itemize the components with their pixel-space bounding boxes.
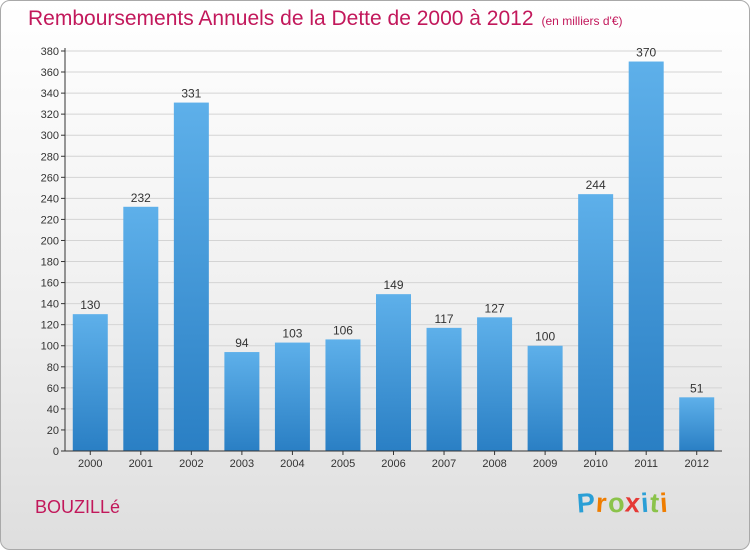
y-tick-label: 160 — [41, 278, 59, 290]
x-tick-label: 2002 — [179, 458, 203, 470]
x-tick-label: 2003 — [230, 458, 254, 470]
bar-value-label: 117 — [434, 312, 453, 326]
bars — [72, 61, 715, 452]
bar-value-label: 127 — [485, 301, 505, 315]
bar — [224, 352, 260, 451]
bar-value-label: 232 — [131, 191, 151, 205]
y-tick-label: 300 — [41, 130, 59, 142]
bar — [123, 206, 159, 451]
bar — [72, 314, 108, 451]
bar-value-label: 94 — [235, 336, 249, 350]
bar — [628, 61, 664, 452]
bar — [477, 317, 513, 451]
bar — [426, 327, 462, 451]
y-tick-label: 180 — [41, 257, 59, 269]
y-tick-label: 220 — [41, 214, 59, 226]
y-tick-label: 140 — [41, 299, 59, 311]
bar — [173, 102, 209, 451]
y-tick-label: 340 — [41, 88, 59, 100]
logo-letter: P — [575, 487, 598, 519]
bar-value-label: 130 — [80, 298, 100, 312]
bar-value-label: 100 — [535, 330, 555, 344]
bar-value-label: 370 — [636, 46, 656, 60]
bar-value-label: 244 — [586, 178, 606, 192]
y-tick-label: 60 — [47, 383, 59, 395]
y-tick-label: 280 — [41, 151, 59, 163]
y-tick-label: 100 — [41, 341, 59, 353]
x-tick-label: 2011 — [634, 458, 658, 470]
x-tick-label: 2009 — [533, 458, 557, 470]
logo-letter: i — [658, 487, 670, 519]
y-tick-label: 380 — [41, 46, 59, 58]
bar-value-label: 106 — [333, 323, 353, 337]
bar — [578, 194, 614, 451]
bar-value-label: 103 — [282, 327, 302, 341]
x-tick-label: 2004 — [280, 458, 304, 470]
y-tick-label: 80 — [47, 362, 59, 374]
y-tick-label: 360 — [41, 67, 59, 79]
x-tick-label: 2008 — [482, 458, 506, 470]
y-tick-label: 200 — [41, 235, 59, 247]
y-tick-label: 320 — [41, 109, 59, 121]
y-tick-label: 240 — [41, 193, 59, 205]
bar — [325, 339, 361, 451]
bar-value-label: 149 — [383, 278, 403, 292]
x-tick-label: 2012 — [684, 458, 708, 470]
y-tick-label: 260 — [41, 172, 59, 184]
chart-title-block: Remboursements Annuels de la Dette de 20… — [28, 7, 623, 31]
axes — [61, 48, 722, 455]
y-tick-label: 20 — [47, 425, 59, 437]
bar — [679, 397, 715, 451]
x-tick-label: 2006 — [381, 458, 405, 470]
x-tick-label: 2000 — [78, 458, 102, 470]
x-tick-label: 2007 — [432, 458, 456, 470]
x-tick-label: 2001 — [129, 458, 153, 470]
y-tick-label: 0 — [53, 446, 59, 458]
x-tick-label: 2010 — [583, 458, 607, 470]
bar-value-label: 331 — [181, 87, 201, 101]
chart-subtitle: (en milliers d'€) — [541, 14, 623, 28]
proxiti-logo: Proxiti — [575, 487, 670, 519]
commune-name: BOUZILLé — [35, 497, 121, 517]
x-tick-label: 2005 — [331, 458, 355, 470]
bar — [274, 342, 310, 451]
y-tick-label: 120 — [41, 320, 59, 332]
labels: 0 20 40 60 80 100 120 140 160 180 200 220 240 260 280 3… — [41, 46, 709, 470]
bar-value-label: 51 — [690, 381, 704, 395]
bar — [376, 294, 411, 451]
chart-title: Remboursements Annuels de la Dette de 20… — [28, 7, 534, 30]
y-tick-label: 40 — [47, 404, 59, 416]
bar — [527, 345, 563, 451]
